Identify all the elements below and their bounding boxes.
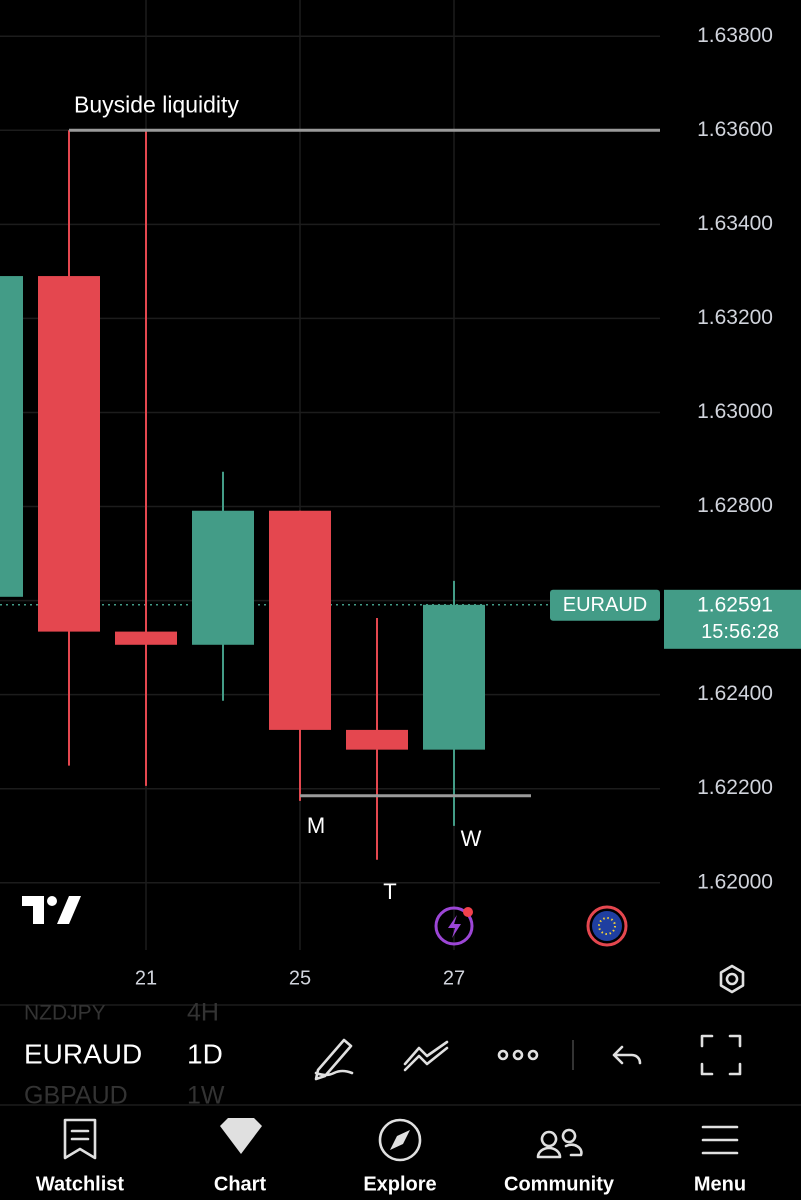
symbol-tag-label: EURAUD bbox=[563, 594, 647, 616]
draw-icon[interactable] bbox=[314, 1038, 354, 1081]
annotation: T bbox=[383, 879, 396, 904]
nav-labels: Watchlist Chart Explore Community Menu bbox=[36, 1173, 746, 1195]
watchlist-icon[interactable] bbox=[63, 1118, 97, 1160]
interval-option[interactable]: 4H bbox=[187, 999, 219, 1027]
explore-needle bbox=[390, 1130, 410, 1150]
candle-body bbox=[192, 510, 254, 645]
nav-label[interactable]: Watchlist bbox=[36, 1173, 124, 1195]
annotation: M bbox=[307, 813, 325, 838]
level-label: Buyside liquidity bbox=[74, 91, 239, 117]
lightning-button[interactable] bbox=[434, 906, 474, 946]
symbol-selected[interactable]: EURAUD bbox=[24, 1038, 142, 1069]
nav-label[interactable]: Menu bbox=[694, 1173, 746, 1195]
y-tick-label: 1.62400 bbox=[697, 682, 773, 705]
candle-body bbox=[346, 729, 408, 750]
nav-label[interactable]: Explore bbox=[363, 1173, 436, 1195]
indicator-icon[interactable] bbox=[403, 1040, 449, 1072]
y-tick-label: 1.62200 bbox=[697, 776, 773, 799]
price-tag-value: 1.62591 bbox=[697, 593, 773, 616]
explore-icon[interactable] bbox=[378, 1118, 422, 1162]
fullscreen-icon[interactable] bbox=[700, 1034, 742, 1076]
price-tag bbox=[664, 589, 801, 649]
y-tick-label: 1.63400 bbox=[697, 212, 773, 235]
plot: 1.63800 1.63600 1.63400 1.63200 1.63000 1.628… bbox=[0, 24, 801, 989]
y-tick-label: 1.62800 bbox=[697, 494, 773, 517]
settings-icon[interactable] bbox=[719, 964, 745, 994]
more-icon[interactable] bbox=[497, 1049, 539, 1061]
y-tick-label: 1.62000 bbox=[697, 870, 773, 893]
candle-body bbox=[423, 604, 485, 750]
symbol-tag bbox=[550, 589, 660, 621]
eu-flag-button[interactable] bbox=[586, 905, 628, 947]
undo-icon[interactable] bbox=[612, 1045, 642, 1065]
community-icon[interactable] bbox=[536, 1128, 583, 1159]
price-tag-countdown: 15:56:28 bbox=[701, 621, 779, 643]
chart-icon[interactable] bbox=[220, 1118, 262, 1154]
y-tick-label: 1.63600 bbox=[697, 118, 773, 141]
candle-body bbox=[115, 631, 177, 645]
y-tick-label: 1.63200 bbox=[697, 306, 773, 329]
candle-body bbox=[38, 276, 100, 632]
menu-icon[interactable] bbox=[701, 1125, 739, 1155]
y-tick-label: 1.63000 bbox=[697, 400, 773, 423]
tradingview-logo[interactable] bbox=[22, 896, 81, 924]
candle-body bbox=[269, 510, 331, 730]
symbol-option[interactable]: NZDJPY bbox=[24, 1002, 106, 1025]
x-tick-label: 27 bbox=[443, 967, 465, 989]
nav-label[interactable]: Community bbox=[504, 1173, 615, 1195]
nav-label[interactable]: Chart bbox=[214, 1173, 267, 1195]
x-tick-label: 25 bbox=[289, 967, 311, 989]
candle-body bbox=[0, 276, 23, 597]
annotation: W bbox=[461, 826, 482, 851]
x-tick-label: 21 bbox=[135, 967, 157, 989]
interval-selected[interactable]: 1D bbox=[187, 1038, 223, 1069]
y-tick-label: 1.63800 bbox=[697, 24, 773, 47]
